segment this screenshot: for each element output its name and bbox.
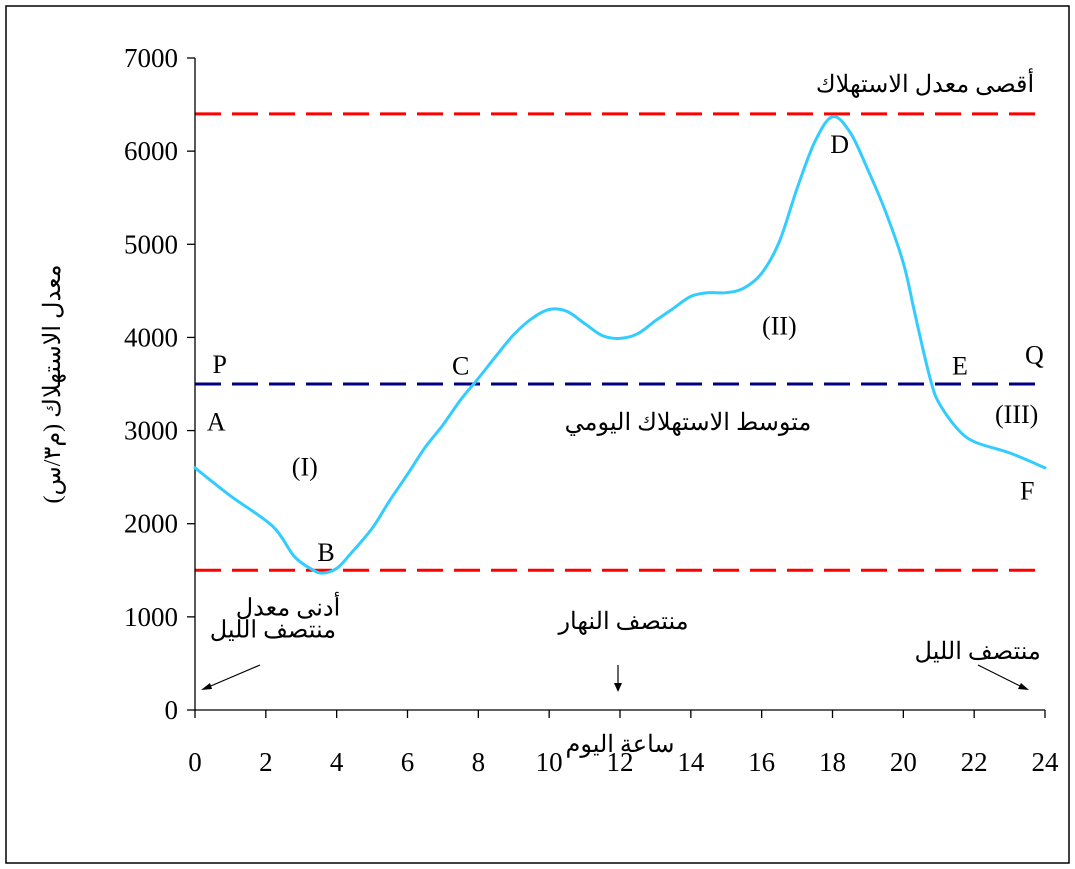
x-tick-label: 22 <box>961 747 988 777</box>
y-tick-label: 1000 <box>124 602 178 632</box>
annotation-label: B <box>317 538 334 567</box>
consumption-series-line <box>193 115 1047 575</box>
x-tick-label: 4 <box>330 747 344 777</box>
x-axis-label: ساعة اليوم <box>565 732 674 758</box>
time-label: منتصف النهار <box>557 609 688 635</box>
noon-arrowhead <box>614 683 622 692</box>
time-label: منتصف الليل <box>210 617 336 643</box>
annotation-label: P <box>213 350 227 379</box>
y-tick-label: 6000 <box>124 136 178 166</box>
y-tick-label: 2000 <box>124 509 178 539</box>
chart-frame <box>5 5 1070 864</box>
annotation-label: F <box>1020 476 1034 505</box>
annotation-label: C <box>452 352 469 381</box>
midnight-end-arrow <box>977 664 1025 689</box>
annotations: A B C D E F P Q (I) (II) (III) <box>207 130 1044 567</box>
reference-lines <box>195 112 1045 572</box>
reference-label-max: أقصى معدل الاستهلاك <box>816 67 1034 98</box>
reference-label-min: أدنى معدل <box>236 590 341 621</box>
y-axis-label: معدل الاستهلاك (م٣/س) <box>40 264 66 503</box>
midnight-end-arrowhead <box>1018 683 1029 690</box>
y-tick-label: 0 <box>165 695 179 725</box>
x-tick-label: 8 <box>472 747 486 777</box>
x-tick-label: 2 <box>259 747 273 777</box>
annotation-label: (III) <box>995 400 1038 429</box>
annotation-label: (I) <box>292 452 318 481</box>
y-tick-label: 4000 <box>124 322 178 352</box>
x-tick-label: 12 <box>607 747 634 777</box>
x-tick-label: 18 <box>819 747 846 777</box>
y-tick-label: 7000 <box>124 43 178 73</box>
reference-labels: أقصى معدل الاستهلاك متوسط الاستهلاك اليوم… <box>236 67 1034 621</box>
annotation-label: A <box>207 408 226 437</box>
x-tick-label: 24 <box>1032 747 1060 777</box>
annotation-label: Q <box>1025 341 1044 370</box>
x-tick-label: 16 <box>748 747 775 777</box>
midnight-start-arrowhead <box>201 683 212 690</box>
time-arrows <box>201 664 1029 692</box>
midnight-start-arrow <box>205 664 261 689</box>
time-labels: منتصف الليل منتصف النهار منتصف الليل <box>210 609 1041 665</box>
series-group <box>193 115 1047 575</box>
x-tick-label: 14 <box>677 747 705 777</box>
x-tick-label: 20 <box>890 747 917 777</box>
x-tick-label: 10 <box>536 747 563 777</box>
y-ticks: 0 1000 2000 3000 4000 5000 6000 7000 <box>124 43 195 725</box>
annotation-label: E <box>952 352 968 381</box>
reference-label-avg: متوسط الاستهلاك اليومي <box>565 410 812 436</box>
y-tick-label: 5000 <box>124 229 178 259</box>
x-ticks: 0 2 4 6 8 10 12 14 16 18 20 22 24 <box>188 710 1059 777</box>
annotation-label: (II) <box>762 312 797 341</box>
x-tick-label: 6 <box>401 747 415 777</box>
x-tick-label: 0 <box>188 747 202 777</box>
y-tick-label: 3000 <box>124 416 178 446</box>
annotation-label: D <box>830 130 849 159</box>
time-label: منتصف الليل <box>915 639 1041 665</box>
